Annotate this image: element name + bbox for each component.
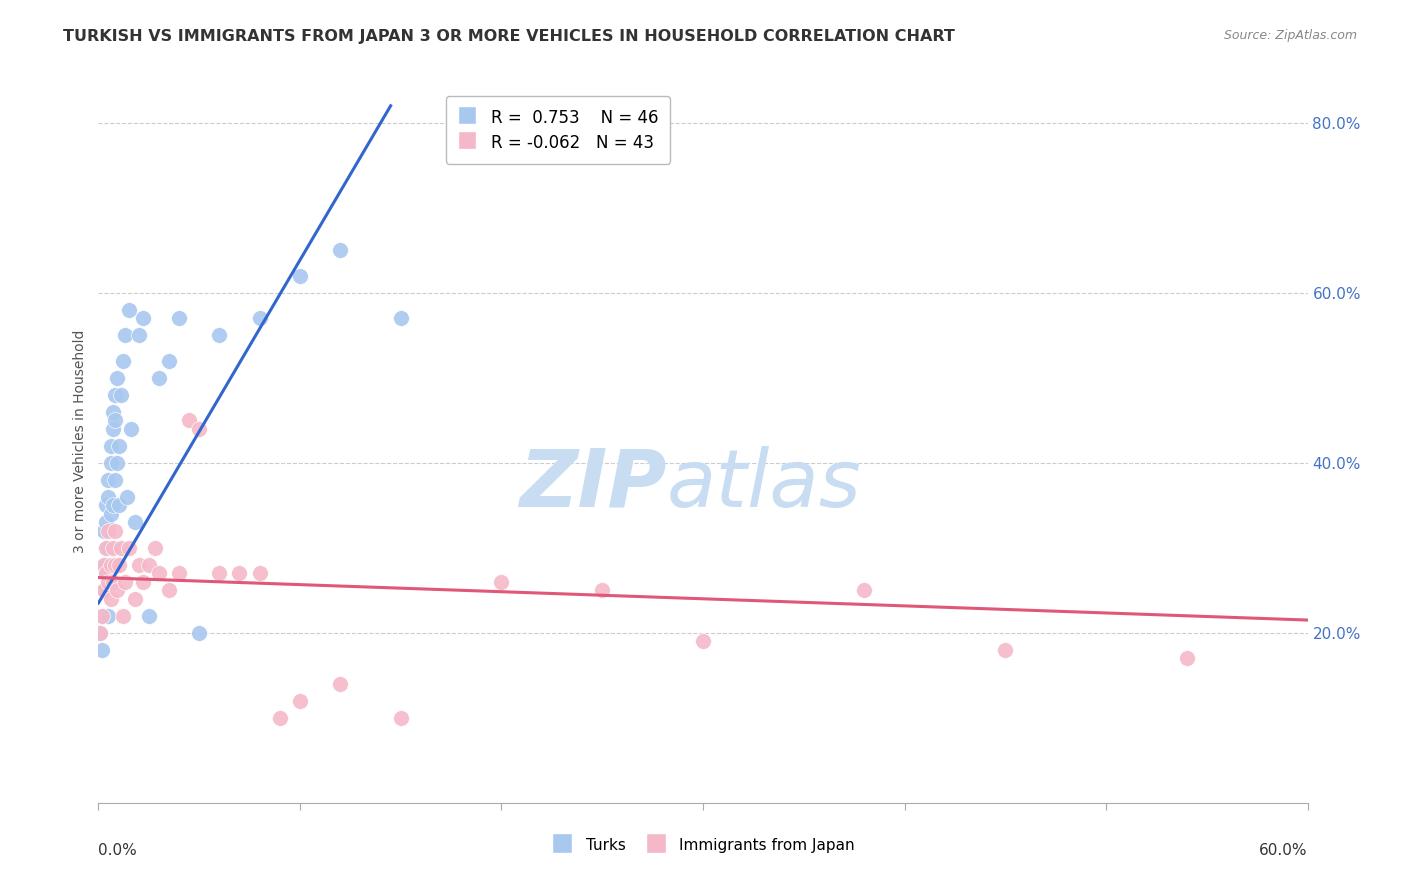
Point <box>101 422 124 436</box>
Point <box>107 498 129 512</box>
Point <box>93 524 115 538</box>
Point <box>105 583 128 598</box>
Point <box>101 541 124 555</box>
Point <box>103 388 125 402</box>
Point <box>107 439 129 453</box>
Point <box>101 498 124 512</box>
Point <box>100 507 122 521</box>
Point <box>91 608 114 623</box>
Point <box>994 642 1017 657</box>
Point <box>96 498 118 512</box>
Point <box>96 541 118 555</box>
Point <box>132 311 155 326</box>
Text: atlas: atlas <box>666 446 862 524</box>
Point <box>329 244 352 258</box>
Point <box>89 625 111 640</box>
Point <box>101 405 124 419</box>
Point <box>128 328 150 343</box>
Point <box>100 558 122 572</box>
Point <box>249 566 271 581</box>
Point <box>101 574 124 589</box>
Point <box>389 311 412 326</box>
Point <box>157 353 180 368</box>
Point <box>100 591 122 606</box>
Point <box>118 541 141 555</box>
Point <box>96 566 118 581</box>
Point <box>103 524 125 538</box>
Point <box>157 583 180 598</box>
Point <box>114 328 136 343</box>
Point <box>97 524 120 538</box>
Point <box>120 422 142 436</box>
Point <box>389 711 412 725</box>
Point <box>91 642 114 657</box>
Point <box>148 371 170 385</box>
Point <box>591 583 613 598</box>
Point <box>96 516 118 530</box>
Y-axis label: 3 or more Vehicles in Household: 3 or more Vehicles in Household <box>73 330 87 553</box>
Point <box>93 558 115 572</box>
Point <box>128 558 150 572</box>
Point <box>111 353 134 368</box>
Text: Source: ZipAtlas.com: Source: ZipAtlas.com <box>1223 29 1357 42</box>
Point <box>103 558 125 572</box>
Point <box>208 566 231 581</box>
Point <box>118 302 141 317</box>
Point <box>97 490 120 504</box>
Point <box>138 608 160 623</box>
Point <box>124 591 146 606</box>
Point <box>208 328 231 343</box>
Legend: Turks, Immigrants from Japan: Turks, Immigrants from Japan <box>546 830 860 860</box>
Point <box>692 634 714 648</box>
Point <box>93 583 115 598</box>
Text: 60.0%: 60.0% <box>1260 843 1308 857</box>
Point <box>110 541 132 555</box>
Point <box>179 413 201 427</box>
Point <box>96 566 118 581</box>
Point <box>491 574 513 589</box>
Point <box>124 516 146 530</box>
Point <box>91 608 114 623</box>
Point <box>115 490 138 504</box>
Point <box>138 558 160 572</box>
Point <box>103 413 125 427</box>
Point <box>288 694 311 708</box>
Point <box>228 566 250 581</box>
Point <box>132 574 155 589</box>
Point <box>97 574 120 589</box>
Point <box>97 541 120 555</box>
Point <box>107 558 129 572</box>
Text: 0.0%: 0.0% <box>98 843 138 857</box>
Point <box>93 558 115 572</box>
Point <box>97 473 120 487</box>
Point <box>110 388 132 402</box>
Point <box>103 473 125 487</box>
Point <box>105 456 128 470</box>
Text: TURKISH VS IMMIGRANTS FROM JAPAN 3 OR MORE VEHICLES IN HOUSEHOLD CORRELATION CHA: TURKISH VS IMMIGRANTS FROM JAPAN 3 OR MO… <box>63 29 955 44</box>
Point <box>100 456 122 470</box>
Point <box>105 371 128 385</box>
Point <box>114 574 136 589</box>
Point <box>188 625 211 640</box>
Text: ZIP: ZIP <box>519 446 666 524</box>
Point <box>249 311 271 326</box>
Point <box>167 566 190 581</box>
Point <box>93 583 115 598</box>
Point <box>1175 651 1198 665</box>
Point <box>329 677 352 691</box>
Point <box>188 422 211 436</box>
Point <box>89 625 111 640</box>
Point <box>269 711 291 725</box>
Point <box>288 268 311 283</box>
Point <box>111 608 134 623</box>
Point <box>143 541 166 555</box>
Point <box>100 439 122 453</box>
Point <box>96 541 118 555</box>
Point <box>97 608 120 623</box>
Point <box>148 566 170 581</box>
Point <box>853 583 876 598</box>
Point <box>167 311 190 326</box>
